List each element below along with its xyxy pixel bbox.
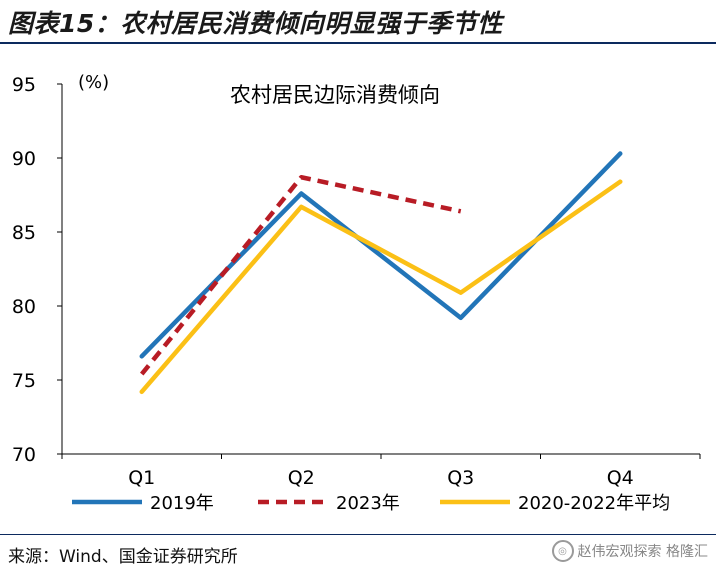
x-tick-label: Q1 (128, 467, 155, 489)
chart-title: 农村居民边际消费倾向 (230, 83, 440, 107)
y-tick-label: 75 (12, 370, 36, 392)
watermark: ◎ 赵伟宏观探索 格隆汇 (551, 536, 708, 566)
watermark-text: 赵伟宏观探索 格隆汇 (577, 544, 708, 560)
chart-legend: 2019年 2023年 2020-2022年平均 (72, 493, 670, 514)
source-note: 来源：Wind、国金证券研究所 (8, 547, 238, 567)
chart-area: 70 75 80 85 90 95 Q1 Q2 Q3 Q4 2019年 2023年 2020-2022… (0, 44, 716, 526)
y-tick-label: 95 (12, 74, 36, 96)
header-divider (0, 42, 716, 44)
wechat-icon: ◎ (551, 540, 574, 562)
y-tick-label: 70 (12, 444, 36, 466)
y-tick-label: 90 (12, 148, 36, 170)
figure-header: 图表15：农村居民消费倾向明显强于季节性 (0, 0, 716, 44)
x-tick-label: Q4 (607, 467, 634, 489)
x-tick-label: Q2 (288, 467, 315, 489)
legend-label-2: 2020-2022年平均 (518, 493, 670, 514)
y-axis-unit-label: (%) (78, 72, 109, 93)
y-tick-label: 80 (12, 296, 36, 318)
chart-series (139, 151, 623, 395)
x-tick-label: Q3 (447, 467, 474, 489)
y-tick-label: 85 (12, 222, 36, 244)
series-line-1 (140, 174, 462, 376)
footer-divider (0, 534, 716, 535)
chart-axes: 70 75 80 85 90 95 Q1 Q2 Q3 Q4 (12, 74, 701, 489)
legend-label-0: 2019年 (150, 493, 214, 514)
figure-title: 图表15：农村居民消费倾向明显强于季节性 (8, 9, 503, 38)
line-chart: 70 75 80 85 90 95 Q1 Q2 Q3 Q4 2019年 2023年 2020-2022… (12, 72, 701, 514)
legend-label-1: 2023年 (336, 493, 400, 514)
series-line-0 (139, 151, 623, 359)
series-line-2 (139, 179, 623, 395)
